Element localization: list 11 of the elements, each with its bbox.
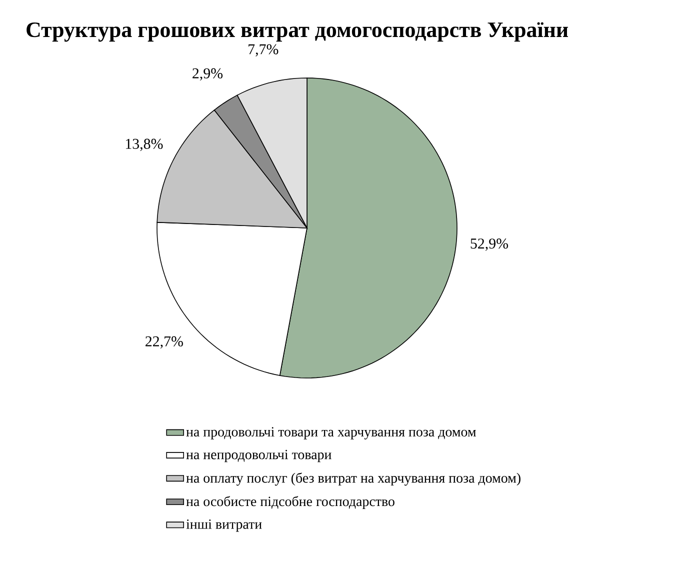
legend-label: на особисте підсобне господарство (186, 496, 394, 510)
legend-label: на непродовольчі товари (186, 450, 332, 462)
data-label: 22,7% (146, 336, 183, 349)
data-label: 52,9% (470, 238, 508, 251)
legend-label: на продовольчі товари та харчування поза домом (186, 427, 476, 440)
legend-label: інші витрати (186, 520, 262, 532)
data-label: 2,9% (192, 68, 223, 81)
chart-title: Структура грошових витрат домогосподарств України (26, 22, 568, 42)
legend-label: на оплату послуг (без витрат на харчування поза домом) (186, 472, 520, 486)
data-label: 13,8% (126, 138, 163, 152)
data-label: 7,7% (248, 44, 278, 56)
